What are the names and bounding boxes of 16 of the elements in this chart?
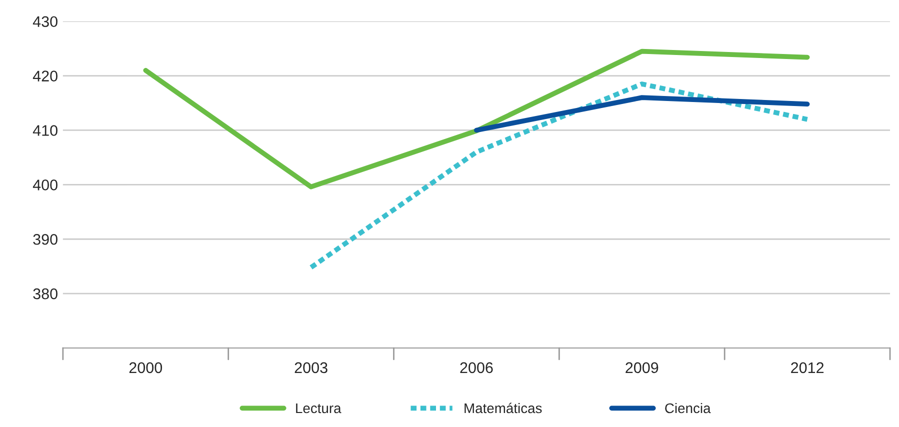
y-tick-label: 400	[32, 180, 58, 190]
y-tick-label: 430	[32, 16, 58, 28]
y-tick-label: 420	[32, 70, 58, 82]
x-tick-label: 2009	[626, 362, 658, 374]
x-tick-label: 2012	[791, 362, 824, 374]
legend-label: Ciencia	[665, 402, 711, 414]
x-tick-label: 2000	[129, 362, 162, 374]
y-tick-label: 390	[33, 234, 58, 245]
line-series	[143, 48, 810, 190]
legend-label: Matemáticas	[464, 402, 542, 414]
x-tick-label: 2006	[460, 362, 493, 374]
line-series	[308, 82, 810, 270]
x-tick-label: 2003	[294, 362, 328, 374]
y-tick-label: 410	[32, 125, 58, 136]
y-tick-label: 380	[33, 288, 58, 300]
legend-label: Lectura	[296, 403, 342, 414]
